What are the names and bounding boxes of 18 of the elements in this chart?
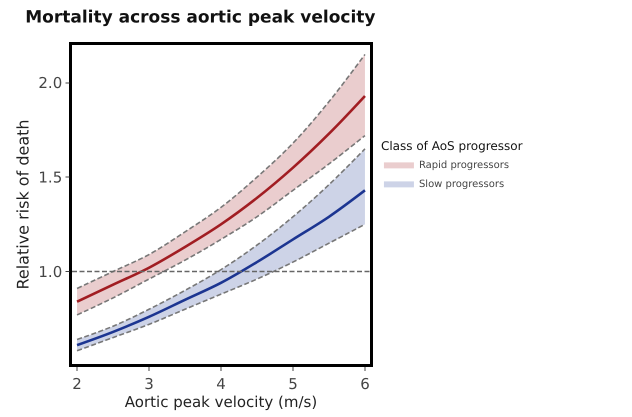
y-tick-label: 1.0 xyxy=(38,262,62,281)
y-tick-label: 2.0 xyxy=(38,74,62,92)
chart-title: Mortality across aortic peak velocity xyxy=(25,7,376,28)
y-tick-label: 1.5 xyxy=(38,168,62,186)
line-series xyxy=(76,94,366,304)
x-tick-label: 6 xyxy=(360,374,370,393)
line-series xyxy=(76,189,366,346)
x-tick-label: 2 xyxy=(72,374,82,393)
x-tick-label: 4 xyxy=(216,374,226,393)
y-axis-title: Relative risk of death xyxy=(13,119,32,290)
legend-label: Slow progressors xyxy=(418,179,504,190)
line-series xyxy=(76,224,366,352)
x-tick-label: 3 xyxy=(144,374,154,393)
legend-title: Class of AoS progressor xyxy=(380,138,523,153)
line-series xyxy=(76,134,366,316)
legend-label: Rapid progressors xyxy=(418,160,510,172)
x-axis-title: Aortic peak velocity (m/s) xyxy=(124,392,318,411)
x-tick-label: 5 xyxy=(288,374,298,393)
